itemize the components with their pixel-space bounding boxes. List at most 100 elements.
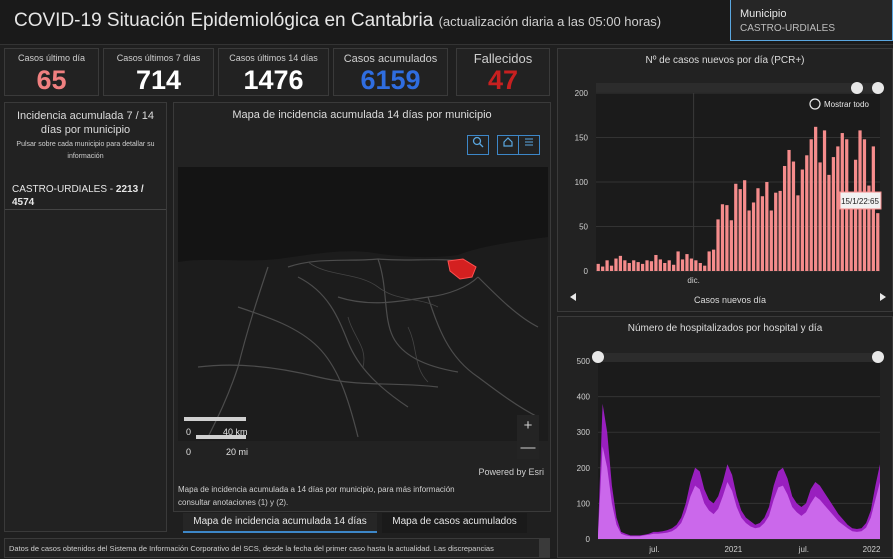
esri-attribution[interactable]: Powered by Esri [478, 467, 544, 477]
x-tick-label: 2022 [863, 545, 881, 554]
y-tick-label: 100 [577, 499, 591, 508]
range-slider-track [596, 83, 880, 92]
search-button[interactable] [467, 135, 489, 155]
page-title: COVID-19 Situación Epidemiológica en Can… [14, 10, 662, 31]
zoom-out-button[interactable]: — [517, 437, 539, 459]
map-note: Mapa de incidencia acumulada a 14 días p… [178, 485, 455, 507]
hospitalizados-chart[interactable]: 0 100 200 300 400 500 jul. 2021 jul. 2022 [558, 339, 892, 559]
bar [751, 202, 756, 271]
tab-incidencia[interactable]: Mapa de incidencia acumulada 14 días [183, 513, 377, 533]
search-icon [472, 136, 484, 148]
incidencia-list-title: Incidencia acumulada 7 / 14 días por mun… [17, 110, 154, 136]
y-tick-label: 50 [579, 223, 588, 232]
bar [658, 259, 662, 271]
bar [703, 265, 707, 271]
municipio-selector[interactable]: Municipio CASTRO-URDIALES [730, 0, 893, 41]
zoom-out-icon [809, 98, 821, 110]
chart2-title: Número de hospitalizados por hospital y … [627, 323, 823, 334]
kpi-fallecidos: Fallecidos 47 [456, 48, 550, 96]
map-title: Mapa de incidencia acumulada 14 días por… [232, 109, 492, 121]
home-icon [503, 137, 513, 147]
bar [729, 220, 733, 271]
range-slider-track [598, 353, 880, 362]
x-axis-title: Casos nuevos día [694, 295, 766, 305]
bar [849, 192, 853, 271]
bar [822, 130, 827, 271]
bar [791, 161, 796, 271]
bar [743, 180, 747, 271]
bar [614, 258, 618, 271]
series-area [598, 446, 880, 539]
bar [756, 188, 760, 271]
kpi-value: 47 [487, 65, 519, 95]
page-subtitle: (actualización diaria a las 05:00 horas) [438, 14, 662, 29]
bar [796, 195, 800, 271]
x-tick-label: jul. [648, 545, 659, 554]
scale-km-label: 40 km [223, 427, 248, 437]
bar [707, 251, 711, 271]
bar [680, 259, 685, 271]
kpi-label: Casos último día [17, 53, 86, 63]
divider [5, 209, 166, 210]
bar [738, 189, 742, 271]
bar [632, 260, 636, 271]
home-button[interactable] [497, 135, 519, 155]
chart1-title: Nº de casos nuevos por día (PCR+) [645, 55, 805, 66]
bar [698, 262, 702, 271]
series-area [598, 403, 880, 539]
range-slider-handle [872, 82, 884, 94]
header-bar: COVID-19 Situación Epidemiológica en Can… [0, 0, 893, 45]
castro-urdiales-area[interactable] [447, 258, 477, 280]
y-tick-label: 300 [577, 428, 591, 437]
bar [774, 192, 778, 271]
bar [747, 210, 751, 271]
bar [676, 251, 680, 271]
bar [853, 159, 858, 271]
kpi-label: Casos últimos 7 días [116, 53, 201, 63]
range-slider-handle [592, 351, 604, 363]
list-item-values: 2213 / 4574 [12, 184, 144, 208]
kpi-value: 1476 [243, 65, 304, 95]
mostrar-todo-label: Mostrar todo [824, 100, 869, 109]
zoom-in-button[interactable]: + [517, 415, 539, 437]
bar [605, 260, 609, 271]
bar [814, 126, 818, 271]
bar [636, 262, 640, 271]
map-canvas[interactable] [178, 167, 548, 441]
bar [809, 139, 813, 271]
bar [760, 196, 765, 271]
incidencia-list-hint: Pulsar sobre cada municipio para detalla… [16, 141, 155, 160]
list-item-name: CASTRO-URDIALES - [12, 184, 116, 195]
y-tick-label: 500 [577, 357, 591, 366]
bar [787, 149, 791, 271]
scale-bar-mi [196, 435, 246, 439]
bar [663, 262, 667, 271]
list-icon [525, 138, 533, 146]
bar [667, 260, 671, 271]
casos-nuevos-chart-panel: Nº de casos nuevos por día (PCR+) 0 50 100… [557, 48, 893, 312]
y-tick-label: 100 [575, 178, 589, 187]
tooltip-text: 15/1/22:65 [841, 197, 879, 206]
scroll-right-icon [880, 293, 886, 301]
bar [720, 204, 725, 271]
y-tick-label: 0 [586, 535, 591, 544]
list-item[interactable]: CASTRO-URDIALES - 2213 / 4574 [12, 183, 166, 209]
bar [836, 146, 840, 271]
kpi-value: 65 [36, 65, 67, 95]
bar [640, 263, 645, 271]
kpi-value: 6159 [360, 65, 421, 95]
casos-nuevos-chart[interactable]: 0 50 100 150 200 dic. Mostrar todo 15/1/22:65 Ca… [558, 71, 892, 311]
y-tick-label: 200 [577, 464, 591, 473]
y-tick-label: 200 [575, 89, 589, 98]
tab-casos-acumulados[interactable]: Mapa de casos acumulados [382, 513, 527, 533]
bar [827, 174, 831, 271]
bar [689, 258, 694, 271]
bar [654, 254, 658, 271]
bar [596, 263, 600, 271]
bar [725, 205, 729, 271]
y-tick-label: 150 [575, 134, 589, 143]
scroll-left-icon [570, 293, 576, 301]
legend-button[interactable] [518, 135, 540, 155]
scrollbar[interactable] [539, 539, 549, 557]
bar [672, 264, 676, 271]
